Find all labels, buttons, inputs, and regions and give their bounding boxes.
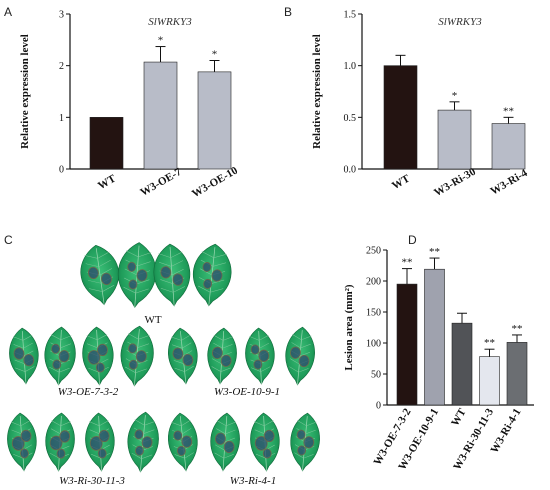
significance-mark: ** <box>503 105 514 117</box>
y-tick-label: 1.5 <box>344 10 357 21</box>
x-tick-label: WT <box>390 172 412 192</box>
chart-a: SlWRKY3 Relative expression level 0 1 2 3 WT * W… <box>19 10 240 201</box>
leaf-image <box>153 243 191 307</box>
x-tick-label: W3-OE-7 <box>138 166 184 199</box>
significance-mark: * <box>452 90 458 102</box>
y-tick-label: 0 <box>59 165 64 176</box>
leaf-image <box>207 327 237 385</box>
y-axis-label-a: Relative expression level <box>19 34 31 149</box>
leaf-image <box>85 412 115 472</box>
significance-mark: * <box>158 35 164 47</box>
panel-label-a: A <box>4 5 12 19</box>
bar-W3-Ri-30 <box>437 109 472 170</box>
leaf-image <box>9 327 39 385</box>
x-tick-label: WT <box>449 406 469 428</box>
leaf-label-oe-7-3-2: W3-OE-7-3-2 <box>58 386 119 398</box>
leaf-image <box>168 412 198 472</box>
bar-WT <box>451 322 473 406</box>
leaf-image <box>45 412 75 472</box>
leaf-image <box>290 412 320 472</box>
leaf-image <box>80 244 120 306</box>
y-tick-label: 2 <box>59 61 64 72</box>
bar-WT <box>89 117 124 170</box>
chart-b: SlWRKY3 Relative expression level 0.0 0.5 1.… <box>311 10 530 200</box>
y-tick-label: 50 <box>371 370 381 381</box>
x-tick-label: W3-Ri-4 <box>489 167 530 198</box>
y-axis-label-b: Relative expression level <box>311 34 323 149</box>
leaf-image <box>127 411 159 473</box>
chart-title-b: SlWRKY3 <box>438 16 482 28</box>
significance-mark: ** <box>484 337 495 349</box>
bar-WT <box>383 65 418 170</box>
bar-W3-Ri-30-11-3 <box>479 356 500 406</box>
panel-label-c: C <box>4 233 13 247</box>
bar-W3-Ri-4-1 <box>506 342 528 406</box>
x-tick-label: WT <box>96 172 118 192</box>
leaf-image <box>192 243 232 307</box>
leaf-image <box>210 412 240 472</box>
leaf-image <box>285 326 315 386</box>
bar-W3-OE-10 <box>197 71 232 170</box>
bar-W3-OE-7-3-2 <box>396 283 418 406</box>
significance-mark: * <box>212 49 218 61</box>
leaf-label-ri-30-11-3: W3-Ri-30-11-3 <box>59 475 125 487</box>
significance-mark: ** <box>429 246 440 258</box>
leaf-image <box>82 326 114 386</box>
y-tick-label: 0 <box>376 401 381 412</box>
x-tick-label: W3-OE-10 <box>190 164 240 200</box>
y-tick-label: 3 <box>59 10 64 21</box>
bar-W3-OE-10-9-1 <box>424 268 445 406</box>
y-tick-label: 250 <box>366 246 381 257</box>
leaf-photo-panel <box>7 242 320 473</box>
panel-label-b: B <box>284 5 292 19</box>
bar-W3-OE-7 <box>143 61 178 170</box>
x-tick-label: W3-Ri-30 <box>432 165 478 199</box>
leaf-image <box>117 242 157 308</box>
y-axis-label-d: Lesion area (mm²) <box>343 284 355 371</box>
leaf-image <box>168 327 198 385</box>
y-tick-label: 100 <box>366 339 381 350</box>
leaf-image <box>120 325 154 387</box>
y-tick-label: 0.5 <box>344 113 357 124</box>
leaf-label-wt: WT <box>144 314 161 326</box>
bar-W3-Ri-4 <box>491 123 526 170</box>
y-tick-label: 150 <box>366 308 381 319</box>
significance-mark: ** <box>512 323 523 335</box>
leaf-image <box>44 326 76 386</box>
chart-d: Lesion area (mm²)050100150200250**W3-OE-… <box>343 246 534 472</box>
y-tick-label: 1 <box>59 113 64 124</box>
leaf-image <box>250 412 280 472</box>
y-tick-label: 1.0 <box>344 61 357 72</box>
y-tick-label: 0.0 <box>344 165 357 176</box>
leaf-image <box>7 412 37 472</box>
chart-title-a: SlWRKY3 <box>148 16 192 28</box>
leaf-label-oe-10-9-1: W3-OE-10-9-1 <box>214 386 280 398</box>
leaf-label-ri-4-1: W3-Ri-4-1 <box>230 475 276 487</box>
panel-label-d: D <box>408 233 417 247</box>
leaf-image <box>245 327 275 385</box>
significance-mark: ** <box>402 257 413 269</box>
y-tick-label: 200 <box>366 277 381 288</box>
